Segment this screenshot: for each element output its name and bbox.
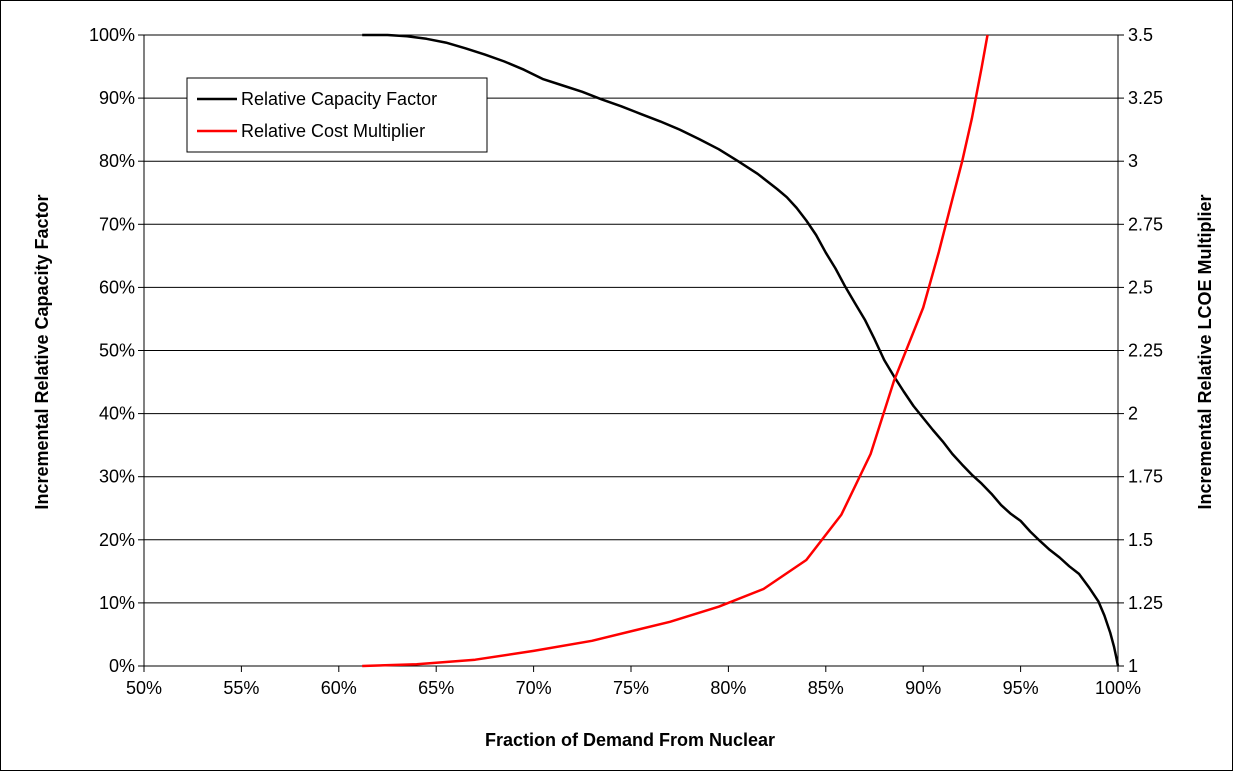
y-tick-label: 80% bbox=[99, 151, 135, 171]
x-tick-label: 70% bbox=[516, 678, 552, 698]
x-tick-label: 90% bbox=[905, 678, 941, 698]
y2-tick-label: 1.5 bbox=[1128, 530, 1153, 550]
y2-tick-label: 3 bbox=[1128, 151, 1138, 171]
x-tick-label: 85% bbox=[808, 678, 844, 698]
y2-tick-label: 3.5 bbox=[1128, 25, 1153, 45]
series-line-cost-multiplier bbox=[362, 34, 989, 668]
y2-tick-label: 2.5 bbox=[1128, 277, 1153, 297]
y-tick-label: 30% bbox=[99, 467, 135, 487]
y2-tick-label: 3.25 bbox=[1128, 88, 1163, 108]
y2-axis-title: Incremental Relative LCOE Multiplier bbox=[1195, 194, 1215, 509]
y-tick-label: 40% bbox=[99, 404, 135, 424]
series-line-capacity-factor bbox=[362, 33, 1120, 667]
y2-tick-label: 1.75 bbox=[1128, 467, 1163, 487]
y-tick-label: 0% bbox=[109, 656, 135, 676]
x-tick-label: 50% bbox=[126, 678, 162, 698]
x-tick-label: 60% bbox=[321, 678, 357, 698]
y-axis-title: Incremental Relative Capacity Factor bbox=[32, 194, 52, 509]
x-tick-label: 100% bbox=[1095, 678, 1141, 698]
y2-tick-label: 2 bbox=[1128, 404, 1138, 424]
y-tick-label: 50% bbox=[99, 341, 135, 361]
tick-labels: 0%10%20%30%40%50%60%70%80%90%100%11.251.… bbox=[89, 25, 1163, 698]
x-tick-label: 80% bbox=[710, 678, 746, 698]
x-tick-label: 95% bbox=[1003, 678, 1039, 698]
y2-tick-label: 1.25 bbox=[1128, 593, 1163, 613]
y2-tick-label: 1 bbox=[1128, 656, 1138, 676]
series-lines bbox=[362, 33, 1120, 668]
x-tick-label: 55% bbox=[223, 678, 259, 698]
y-tick-label: 100% bbox=[89, 25, 135, 45]
x-axis-title: Fraction of Demand From Nuclear bbox=[485, 730, 775, 750]
legend: Relative Capacity Factor Relative Cost M… bbox=[186, 77, 488, 153]
y-tick-label: 20% bbox=[99, 530, 135, 550]
x-tick-label: 65% bbox=[418, 678, 454, 698]
legend-label-cost-multiplier: Relative Cost Multiplier bbox=[241, 121, 425, 141]
y-tick-label: 70% bbox=[99, 214, 135, 234]
gridlines bbox=[144, 97, 1118, 604]
y-tick-label: 90% bbox=[99, 88, 135, 108]
plot-area-border bbox=[143, 34, 1119, 667]
y2-tick-label: 2.75 bbox=[1128, 214, 1163, 234]
y-tick-label: 60% bbox=[99, 277, 135, 297]
y2-tick-label: 2.25 bbox=[1128, 341, 1163, 361]
axes bbox=[138, 34, 1124, 672]
x-tick-label: 75% bbox=[613, 678, 649, 698]
legend-label-capacity-factor: Relative Capacity Factor bbox=[241, 89, 437, 109]
y-tick-label: 10% bbox=[99, 593, 135, 613]
legend-box bbox=[186, 77, 488, 153]
